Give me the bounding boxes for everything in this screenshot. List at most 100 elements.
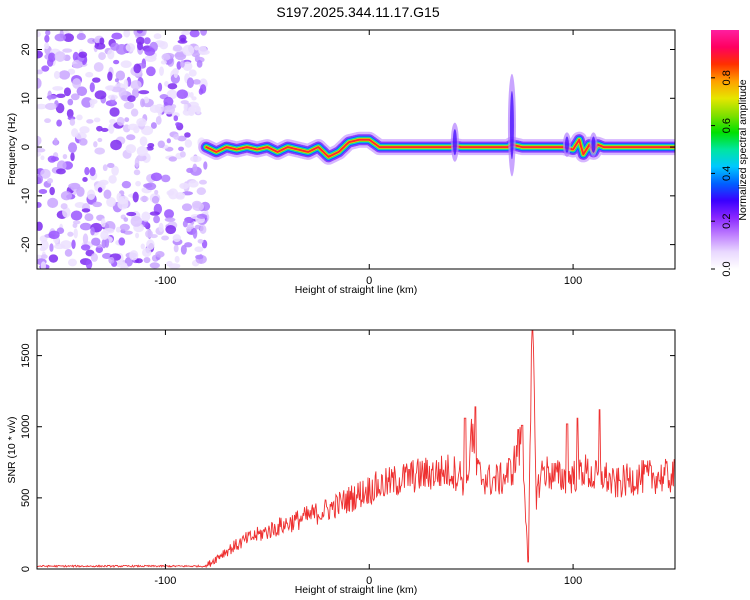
noise-speck: [76, 114, 83, 121]
noise-speck: [157, 106, 162, 118]
noise-speck: [160, 60, 167, 65]
noise-speck: [115, 226, 121, 233]
noise-speck: [108, 256, 115, 264]
spectrogram-ylabel: Frequency (Hz): [6, 113, 18, 185]
noise-speck: [60, 203, 68, 210]
snr-panel: [37, 330, 675, 569]
noise-speck: [192, 79, 201, 85]
noise-speck: [192, 227, 198, 239]
noise-speck: [118, 237, 126, 246]
noise-speck: [100, 230, 109, 240]
noise-speck: [157, 140, 165, 149]
colorbar-tick-label: 0.8: [721, 70, 733, 85]
noise-speck: [123, 79, 129, 90]
snr-frame: [36, 329, 676, 570]
noise-speck: [86, 189, 96, 201]
noise-speck: [133, 126, 140, 134]
noise-speck: [180, 37, 186, 43]
noise-speck: [89, 166, 96, 177]
noise-speck: [161, 53, 171, 61]
noise-speck: [195, 254, 204, 260]
noise-speck: [195, 105, 201, 115]
noise-speck: [166, 138, 171, 144]
noise-speck: [164, 217, 176, 222]
noise-speck: [66, 108, 74, 118]
noise-speck: [115, 43, 128, 55]
noise-speck: [197, 239, 204, 244]
noise-speck: [196, 213, 208, 219]
noise-speck: [37, 77, 42, 89]
noise-speck: [166, 260, 173, 267]
noise-speck: [146, 239, 155, 251]
noise-speck: [172, 234, 181, 243]
noise-speck: [37, 201, 42, 208]
noise-speck: [111, 32, 123, 40]
noise-speck: [38, 189, 48, 195]
noise-speck: [97, 137, 103, 143]
noise-speck: [188, 180, 199, 188]
noise-speck: [141, 125, 154, 136]
noise-speck: [194, 45, 200, 51]
noise-speck: [173, 115, 179, 122]
noise-speck: [159, 41, 169, 50]
snr-xtick-label: -100: [154, 575, 176, 587]
noise-speck: [54, 51, 66, 62]
noise-speck: [155, 251, 165, 258]
colorbar-tick-label: 0.2: [721, 214, 733, 229]
noise-speck: [102, 252, 113, 259]
noise-speck: [85, 71, 94, 78]
spectrogram-ytick-label: 20: [20, 43, 32, 55]
noise-speck: [146, 66, 156, 77]
noise-speck: [181, 203, 193, 212]
noise-speck: [58, 70, 71, 80]
noise-speck: [56, 227, 65, 234]
noise-speck: [151, 195, 160, 204]
noise-speck: [173, 244, 179, 253]
noise-speck: [71, 239, 76, 250]
noise-speck: [110, 139, 122, 151]
noise-speck: [40, 168, 51, 179]
noise-speck: [173, 133, 180, 140]
noise-speck: [127, 95, 136, 102]
noise-speck: [67, 98, 74, 106]
noise-speck: [67, 258, 77, 267]
noise-speck: [121, 95, 128, 100]
noise-speck: [125, 43, 136, 52]
noise-speck: [106, 85, 114, 91]
noise-speck: [145, 229, 153, 238]
noise-speck: [123, 30, 131, 38]
noise-speck: [103, 189, 112, 200]
noise-speck: [143, 37, 151, 45]
noise-speck: [37, 147, 46, 153]
noise-speck: [203, 209, 209, 216]
noise-speck: [37, 103, 47, 110]
noise-speck: [37, 152, 41, 157]
noise-speck: [149, 104, 160, 114]
spectrogram-xtick-label: 0: [366, 275, 372, 287]
noise-speck: [166, 190, 175, 196]
noise-speck: [40, 261, 47, 269]
noise-speck: [98, 52, 106, 61]
noise-speck: [189, 91, 194, 99]
noise-speck: [161, 235, 169, 241]
spectrogram-ytick-label: -10: [20, 188, 32, 204]
noise-speck: [165, 225, 177, 235]
noise-speck: [135, 232, 140, 239]
noise-speck: [107, 49, 115, 60]
noise-speck: [115, 70, 126, 81]
noise-speck: [84, 167, 90, 176]
noise-speck: [182, 44, 195, 56]
noise-speck: [141, 211, 151, 222]
noise-speck: [150, 122, 157, 129]
noise-speck: [123, 101, 135, 110]
spectral-spike-core: [591, 136, 596, 153]
noise-speck: [53, 70, 60, 80]
noise-speck: [37, 69, 43, 75]
snr-xtick-label: 0: [366, 575, 372, 587]
noise-speck: [80, 244, 91, 251]
noise-speck: [130, 80, 142, 90]
noise-speck: [186, 224, 194, 230]
noise-speck: [192, 163, 198, 173]
noise-speck: [101, 238, 107, 249]
